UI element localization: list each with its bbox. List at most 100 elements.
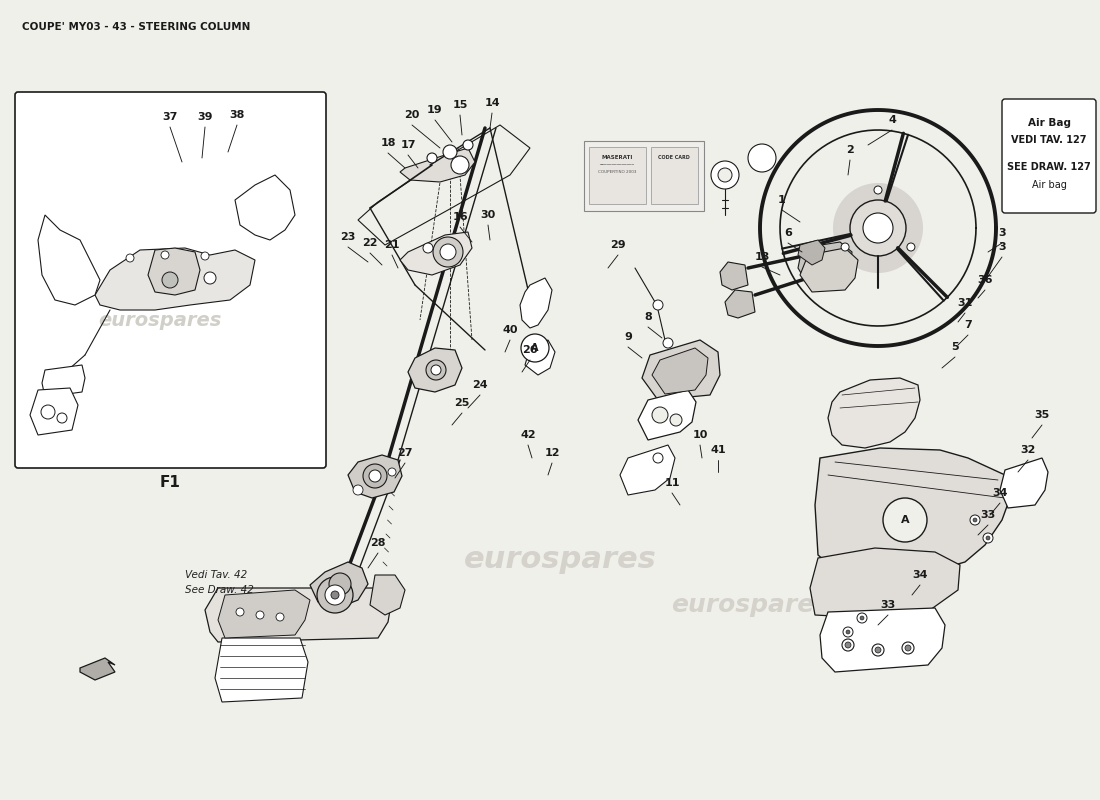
Text: 20: 20 [405, 110, 420, 120]
Circle shape [874, 647, 881, 653]
Circle shape [970, 515, 980, 525]
Text: SEE DRAW. 127: SEE DRAW. 127 [1008, 162, 1091, 172]
Text: 42: 42 [520, 430, 536, 440]
Text: VEDI TAV. 127: VEDI TAV. 127 [1011, 135, 1087, 145]
Circle shape [850, 200, 906, 256]
Polygon shape [725, 290, 755, 318]
Circle shape [368, 470, 381, 482]
Text: 2: 2 [846, 145, 854, 155]
Circle shape [833, 183, 923, 273]
Polygon shape [815, 448, 1010, 580]
Polygon shape [798, 240, 825, 265]
Polygon shape [30, 388, 78, 435]
Polygon shape [810, 548, 960, 618]
Circle shape [842, 243, 849, 251]
Circle shape [443, 145, 456, 159]
Text: 35: 35 [1034, 410, 1049, 420]
FancyBboxPatch shape [584, 141, 704, 211]
Polygon shape [235, 175, 295, 240]
Circle shape [331, 591, 339, 599]
Text: 30: 30 [481, 210, 496, 220]
Circle shape [126, 254, 134, 262]
Circle shape [845, 642, 851, 648]
Text: See Draw. 42: See Draw. 42 [185, 585, 254, 595]
Text: MASERATI: MASERATI [602, 155, 632, 160]
Text: 23: 23 [340, 232, 355, 242]
Text: Air bag: Air bag [1032, 180, 1066, 190]
Circle shape [653, 300, 663, 310]
Polygon shape [638, 390, 696, 440]
Circle shape [653, 453, 663, 463]
Text: 3: 3 [998, 228, 1005, 238]
Text: 10: 10 [692, 430, 707, 440]
Circle shape [236, 608, 244, 616]
FancyBboxPatch shape [588, 147, 646, 204]
Polygon shape [214, 638, 308, 702]
Text: 29: 29 [610, 240, 626, 250]
Text: 33: 33 [880, 600, 895, 610]
Circle shape [652, 407, 668, 423]
Circle shape [902, 642, 914, 654]
Circle shape [201, 252, 209, 260]
Circle shape [433, 237, 463, 267]
Circle shape [906, 243, 915, 251]
Text: 17: 17 [400, 140, 416, 150]
Text: 31: 31 [957, 298, 972, 308]
Text: 19: 19 [427, 105, 443, 115]
Text: COUPERTINO 2003: COUPERTINO 2003 [597, 170, 636, 174]
Circle shape [718, 168, 732, 182]
Circle shape [857, 613, 867, 623]
Circle shape [521, 334, 549, 362]
Polygon shape [348, 455, 402, 498]
Text: 16: 16 [452, 212, 468, 222]
Text: 11: 11 [664, 478, 680, 488]
Polygon shape [798, 242, 852, 285]
Circle shape [463, 140, 473, 150]
Text: 28: 28 [371, 538, 386, 548]
Circle shape [983, 533, 993, 543]
Circle shape [874, 186, 882, 194]
Circle shape [860, 616, 864, 620]
Circle shape [329, 573, 351, 595]
Text: 22: 22 [362, 238, 377, 248]
Text: 4: 4 [888, 115, 895, 125]
Polygon shape [95, 248, 255, 310]
Polygon shape [80, 658, 116, 680]
Text: 9: 9 [624, 332, 631, 342]
Text: eurospares: eurospares [98, 310, 222, 330]
FancyBboxPatch shape [15, 92, 326, 468]
Circle shape [424, 243, 433, 253]
Circle shape [451, 156, 469, 174]
Text: Air Bag: Air Bag [1027, 118, 1070, 128]
Circle shape [748, 144, 775, 172]
Circle shape [986, 536, 990, 540]
Circle shape [388, 468, 396, 476]
Polygon shape [400, 148, 475, 182]
Text: 7: 7 [964, 320, 972, 330]
FancyBboxPatch shape [1002, 99, 1096, 213]
Text: 24: 24 [472, 380, 487, 390]
Circle shape [670, 414, 682, 426]
Circle shape [905, 645, 911, 651]
Text: 34: 34 [992, 488, 1008, 498]
Circle shape [440, 244, 456, 260]
Circle shape [204, 272, 216, 284]
Polygon shape [642, 340, 720, 400]
Circle shape [846, 630, 850, 634]
Circle shape [353, 485, 363, 495]
Circle shape [363, 464, 387, 488]
Polygon shape [218, 590, 310, 638]
Polygon shape [520, 278, 552, 328]
Text: 38: 38 [229, 110, 244, 120]
Polygon shape [370, 575, 405, 615]
Text: eurospares: eurospares [463, 546, 657, 574]
Circle shape [842, 639, 854, 651]
Polygon shape [39, 215, 100, 305]
Circle shape [317, 577, 353, 613]
Text: 37: 37 [163, 112, 178, 122]
Circle shape [883, 498, 927, 542]
Circle shape [864, 213, 893, 243]
Circle shape [711, 161, 739, 189]
Polygon shape [620, 445, 675, 495]
Text: 40: 40 [503, 325, 518, 335]
